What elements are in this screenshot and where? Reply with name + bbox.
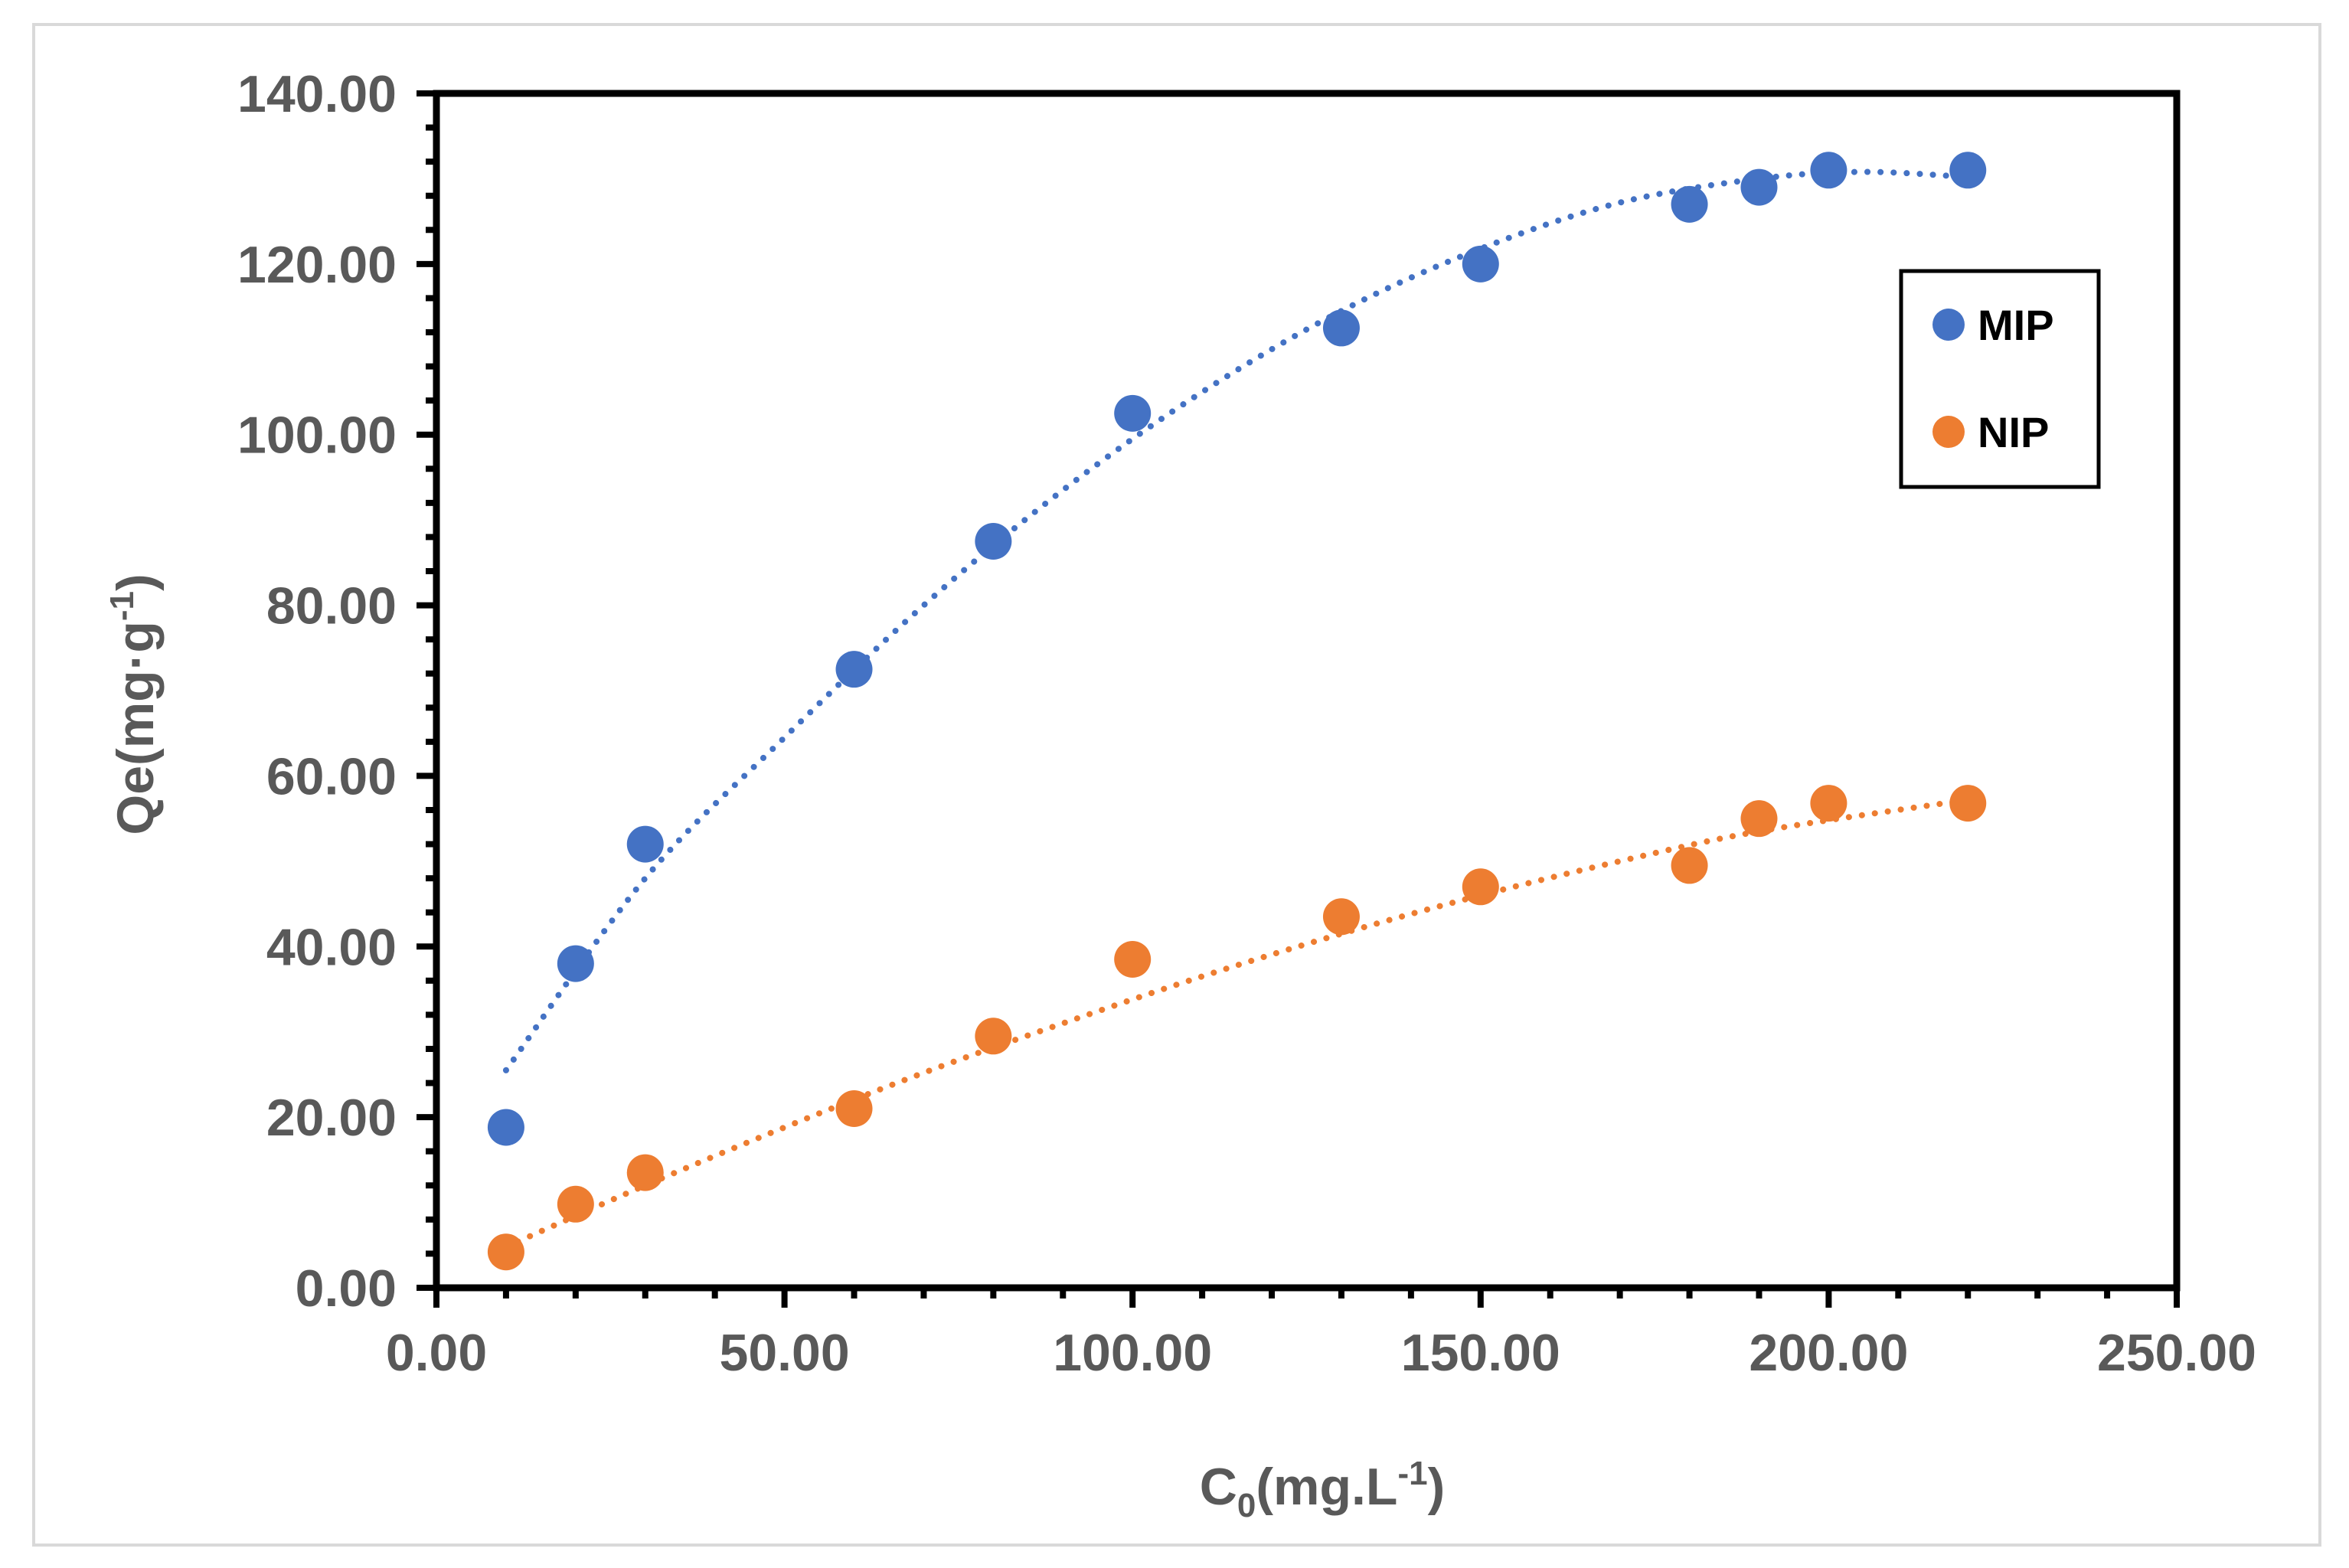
tick-labels: 0.00 20.00 40.00 60.00 80.00 100.00 120.00 140.…	[237, 65, 2256, 1382]
data-point-mip	[975, 523, 1012, 560]
legend-label-mip: MIP	[1978, 301, 2054, 349]
y-tick-label: 140.00	[237, 65, 397, 123]
data-point-nip	[1949, 785, 1987, 822]
data-point-nip	[1740, 800, 1778, 838]
data-point-mip	[626, 825, 664, 863]
data-point-nip	[975, 1018, 1012, 1055]
data-point-mip	[1322, 309, 1360, 347]
data-point-mip	[557, 945, 594, 982]
x-axis-title: C0(mg.L-1)	[1200, 1455, 1445, 1524]
legend-label-nip: NIP	[1978, 408, 2049, 456]
data-point-nip	[487, 1233, 524, 1271]
y-tick-label: 20.00	[266, 1089, 397, 1147]
y-tick-label: 100.00	[237, 407, 397, 465]
data-point-nip	[1810, 785, 1848, 822]
data-point-nip	[1322, 898, 1360, 936]
data-point-mip	[1810, 152, 1848, 189]
legend-marker-nip	[1932, 416, 1965, 448]
plot-area	[433, 90, 2181, 1292]
y-tick-label: 120.00	[237, 236, 397, 294]
data-point-mip	[1462, 245, 1499, 283]
y-tick-label: 0.00	[296, 1259, 397, 1318]
data-point-nip	[1114, 941, 1152, 978]
data-point-nip	[626, 1154, 664, 1191]
data-point-nip	[835, 1090, 873, 1127]
y-tick-label: 60.00	[266, 747, 397, 805]
data-point-mip	[835, 651, 873, 688]
y-tick-label: 40.00	[266, 918, 397, 976]
data-point-mip	[1114, 394, 1152, 432]
trendlines	[502, 168, 1972, 1250]
x-tick-label: 0.00	[386, 1324, 487, 1382]
data-point-nip	[557, 1185, 594, 1223]
data-points	[487, 152, 1987, 1271]
data-point-nip	[1671, 847, 1708, 884]
x-tick-label: 150.00	[1401, 1324, 1560, 1382]
y-axis-title: Qe(mg·g-1)	[103, 573, 165, 835]
trendline-mip	[502, 168, 1972, 1073]
data-point-mip	[1740, 168, 1778, 206]
axis-ticks	[417, 90, 2180, 1308]
plot-border	[433, 90, 2181, 1292]
x-tick-label: 250.00	[2097, 1324, 2256, 1382]
trendline-nip	[502, 796, 1972, 1250]
x-tick-label: 100.00	[1053, 1324, 1212, 1382]
data-point-mip	[1949, 152, 1987, 189]
data-point-nip	[1462, 868, 1499, 906]
legend-box	[1899, 269, 2101, 489]
x-tick-label: 50.00	[720, 1324, 850, 1382]
legend: MIP NIP	[1899, 269, 2101, 489]
data-point-mip	[1671, 185, 1708, 223]
legend-marker-mip	[1932, 309, 1965, 341]
data-point-mip	[487, 1109, 524, 1146]
y-tick-label: 80.00	[266, 577, 397, 635]
x-tick-label: 200.00	[1749, 1324, 1908, 1382]
